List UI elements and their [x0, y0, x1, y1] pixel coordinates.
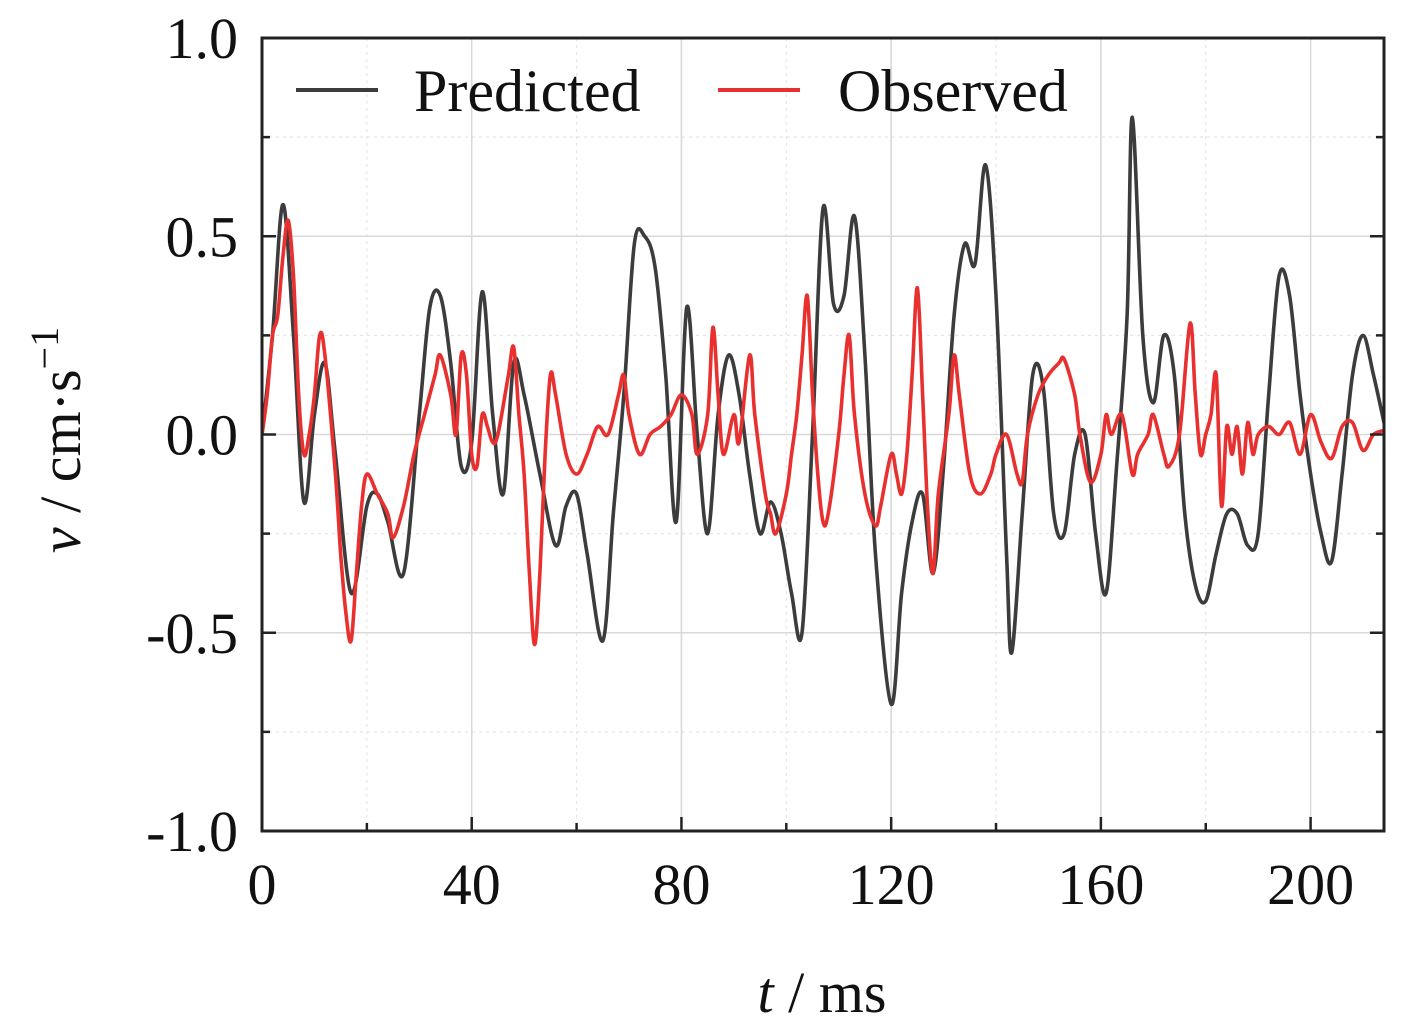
x-tick-label: 200 [1267, 852, 1354, 917]
y-tick-label: 0.5 [166, 204, 239, 269]
legend-label-predicted: Predicted [414, 58, 641, 124]
y-tick-label: -0.5 [146, 601, 238, 666]
x-axis-unit: / ms [774, 960, 887, 1025]
y-tick-label: -1.0 [146, 799, 238, 864]
x-tick-label: 160 [1057, 852, 1144, 917]
y-axis-symbol: v [28, 527, 93, 553]
x-axis-title: t / ms [758, 960, 887, 1025]
y-tick-label: 1.0 [166, 6, 239, 71]
x-tick-label: 120 [848, 852, 935, 917]
y-axis-title: v / cm·s−1 [22, 327, 93, 553]
series-layer [262, 115, 1384, 706]
series-line-predicted [262, 115, 1384, 706]
y-axis-unit-exponent: −1 [22, 327, 67, 370]
series-group [262, 115, 1384, 706]
y-tick-label: 0.0 [166, 403, 239, 468]
legend-label-observed: Observed [838, 58, 1068, 124]
axis-ticks [260, 36, 1384, 833]
x-tick-label: 80 [652, 852, 710, 917]
x-tick-label: 0 [248, 852, 277, 917]
x-tick-label: 40 [443, 852, 501, 917]
x-tick-labels: 0 40 80 120 160 200 [248, 852, 1355, 917]
y-axis-unit: / cm·s [28, 369, 93, 527]
x-axis-symbol: t [758, 960, 776, 1025]
legend: Predicted Observed [296, 58, 1068, 124]
y-tick-labels: -1.0 -0.5 0.0 0.5 1.0 [146, 6, 238, 864]
series-line-observed [262, 218, 1384, 647]
